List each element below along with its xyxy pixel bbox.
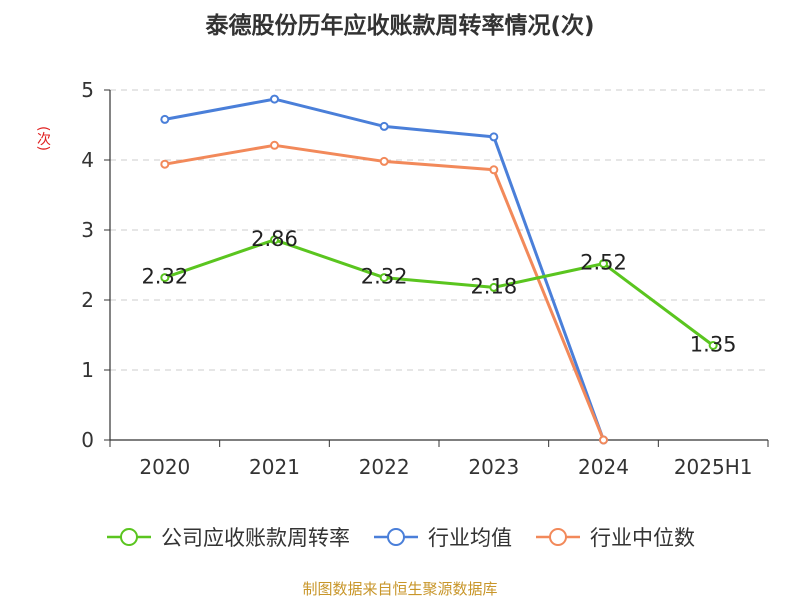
x-tick-label: 2024	[578, 455, 629, 479]
legend-marker-industry-mean	[374, 528, 418, 546]
data-point	[270, 235, 279, 245]
y-axis-label: (次)	[35, 126, 51, 151]
data-point	[160, 159, 170, 169]
data-label: 1.35	[690, 333, 737, 357]
legend-item-industry-median[interactable]: 行业中位数	[534, 522, 695, 552]
data-point	[379, 121, 389, 131]
legend-label-company: 公司应收账款周转率	[161, 526, 350, 550]
legend-marker-industry-median	[536, 528, 580, 546]
data-label: 2.18	[470, 274, 517, 298]
data-point	[489, 282, 499, 292]
data-point	[599, 259, 608, 269]
x-tick-label: 2022	[359, 455, 410, 479]
chart-title: 泰德股份历年应收账款周转率情况(次)	[205, 13, 595, 39]
y-tick-label: 1	[81, 358, 94, 382]
data-point	[489, 132, 499, 142]
series-line	[164, 143, 605, 441]
data-point	[379, 156, 389, 166]
data-point	[708, 341, 718, 350]
y-tick-label: 3	[81, 218, 94, 242]
series-lines	[160, 94, 718, 445]
axes: 0 1 2 3 4 5 2020 2021 2022 2023 2024 2025H1	[81, 78, 769, 479]
legend-item-industry-mean[interactable]: 行业均值	[372, 522, 512, 552]
data-labels: 2.32 2.86 2.32 2.18 2.52 1.35	[141, 227, 736, 357]
data-point	[270, 94, 279, 104]
data-point	[160, 114, 170, 124]
data-point	[489, 165, 499, 175]
data-label: 2.52	[580, 251, 627, 275]
data-label: 2.32	[361, 265, 408, 289]
x-tick-label: 2025H1	[674, 455, 753, 479]
legend-label-industry-mean: 行业均值	[428, 526, 512, 550]
y-tick-label: 4	[81, 148, 94, 172]
series-line	[164, 238, 715, 347]
legend: 公司应收账款周转率 行业均值 行业中位数	[0, 520, 800, 554]
y-tick-label: 5	[81, 78, 94, 102]
x-tick-label: 2023	[468, 455, 519, 479]
y-tick-label: 0	[81, 428, 94, 452]
data-point	[270, 140, 279, 150]
data-point	[379, 273, 389, 283]
data-point	[160, 273, 170, 283]
x-tick-label: 2021	[249, 455, 300, 479]
data-point	[599, 435, 608, 445]
legend-marker-company	[107, 528, 151, 546]
y-tick-label: 2	[81, 288, 94, 312]
legend-label-industry-median: 行业中位数	[590, 526, 695, 550]
legend-item-company[interactable]: 公司应收账款周转率	[105, 522, 350, 552]
data-label: 2.32	[141, 265, 188, 289]
data-source-note: 制图数据来自恒生聚源数据库	[302, 580, 498, 598]
data-label: 2.86	[251, 227, 298, 251]
x-tick-label: 2020	[139, 455, 190, 479]
